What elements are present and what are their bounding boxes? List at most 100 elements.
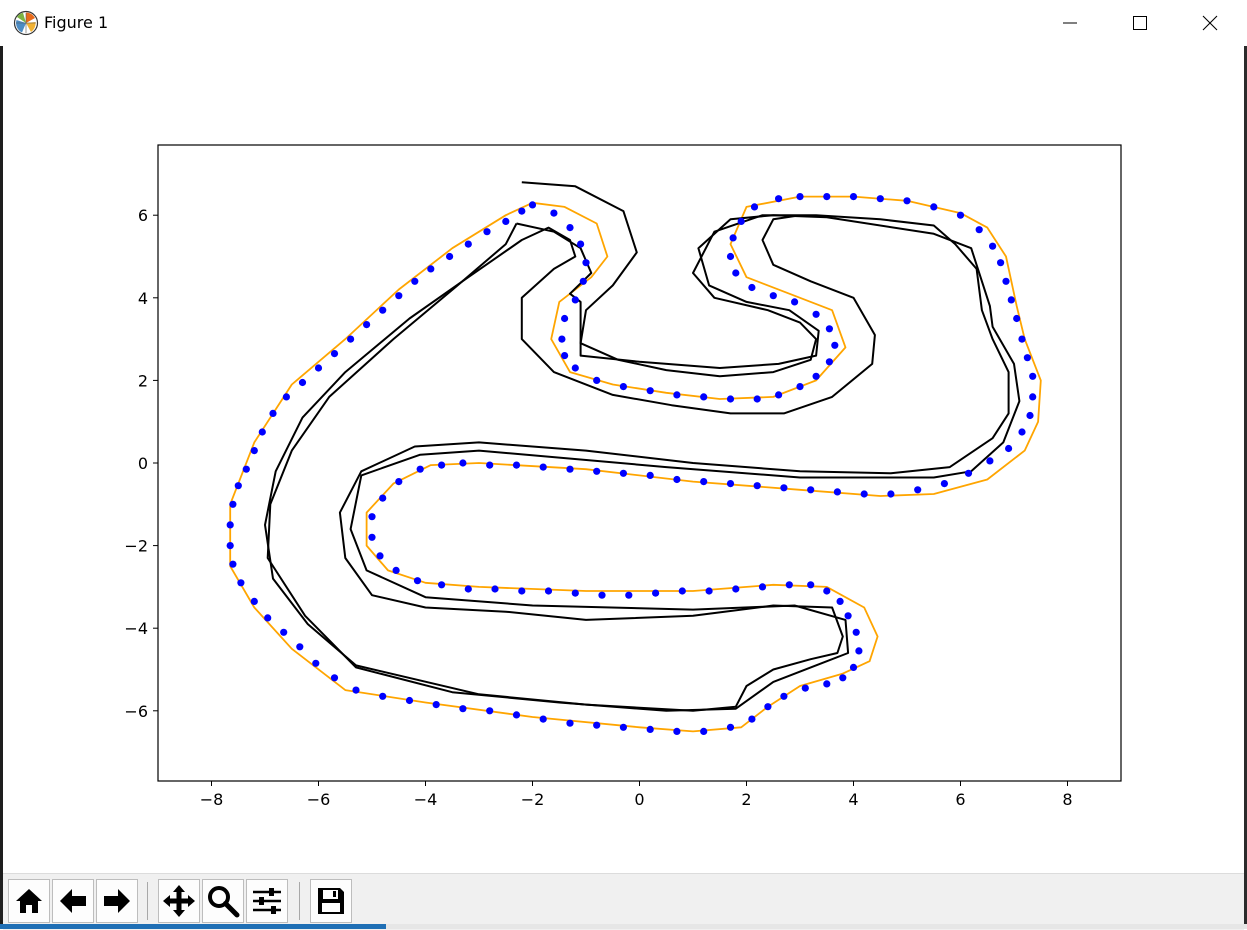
- waypoint-marker: [887, 490, 895, 498]
- x-tick-label: 6: [955, 790, 965, 809]
- waypoint-marker: [619, 469, 628, 477]
- forward-button[interactable]: [96, 879, 138, 923]
- waypoint-marker: [312, 659, 320, 667]
- waypoint-marker: [582, 259, 590, 267]
- waypoint-marker: [801, 684, 809, 692]
- waypoint-marker: [544, 587, 553, 595]
- waypoint-marker: [550, 209, 558, 217]
- waypoint-marker: [379, 494, 387, 502]
- minimize-button[interactable]: [1035, 0, 1105, 46]
- waypoint-marker: [363, 321, 371, 329]
- back-button[interactable]: [52, 879, 94, 923]
- waypoint-marker: [411, 277, 419, 285]
- waypoint-marker: [593, 721, 601, 729]
- minimize-icon: [1063, 22, 1077, 24]
- waypoint-marker: [825, 358, 834, 366]
- x-tick-label: −2: [521, 790, 545, 809]
- configure-subplots-button[interactable]: [246, 879, 288, 923]
- toolbar-separator: [147, 882, 148, 920]
- waypoint-marker: [438, 461, 446, 469]
- waypoint-marker: [416, 465, 424, 473]
- track-plot: −8 −6 −4 −2 0 2 4 6 8 −6 −4 −2 0 2 4 6: [124, 144, 1122, 809]
- waypoint-marker: [528, 201, 537, 209]
- background-window-edge: [0, 924, 386, 929]
- waypoint-marker: [566, 224, 574, 232]
- waypoint-marker: [807, 581, 815, 589]
- waypoint-marker: [512, 711, 521, 719]
- waypoint-marker: [956, 211, 965, 219]
- zoom-button[interactable]: [202, 879, 244, 923]
- waypoint-marker: [491, 585, 499, 593]
- waypoint-marker: [791, 298, 799, 306]
- waypoint-marker: [975, 226, 983, 234]
- waypoint-marker: [986, 457, 994, 465]
- waypoint-marker: [796, 193, 804, 201]
- waypoint-marker: [264, 614, 272, 622]
- home-icon: [16, 889, 42, 913]
- y-tick-label: 6: [138, 206, 148, 225]
- waypoint-marker: [395, 292, 403, 300]
- waypoint-marker: [678, 587, 686, 595]
- waypoint-marker: [579, 277, 587, 285]
- plot-area: [158, 145, 1121, 781]
- waypoint-marker: [625, 591, 633, 599]
- waypoint-marker: [1018, 335, 1026, 343]
- waypoint-marker: [577, 240, 585, 248]
- waypoint-marker: [1023, 354, 1031, 362]
- background-window-edge: [1244, 46, 1247, 929]
- waypoint-marker: [646, 725, 654, 734]
- maximize-icon: [1133, 16, 1147, 30]
- waypoint-marker: [785, 581, 793, 589]
- waypoint-marker: [226, 521, 234, 529]
- waypoint-marker: [250, 447, 258, 455]
- pan-button[interactable]: [158, 879, 200, 923]
- magnifier-icon: [208, 886, 240, 918]
- waypoint-marker: [566, 465, 574, 473]
- waypoint-marker: [558, 335, 566, 343]
- waypoint-marker: [876, 195, 884, 203]
- close-button[interactable]: [1175, 0, 1245, 46]
- waypoint-marker: [823, 680, 831, 688]
- y-axis: −6 −4 −2 0 2 4 6: [124, 206, 158, 721]
- title-bar[interactable]: Figure 1: [0, 0, 1247, 46]
- waypoint-marker: [1029, 393, 1037, 401]
- maximize-button[interactable]: [1105, 0, 1175, 46]
- y-tick-label: 4: [138, 289, 148, 308]
- waypoint-marker: [775, 195, 783, 203]
- waypoint-marker: [438, 581, 446, 589]
- background-window-edge: [0, 46, 3, 929]
- waypoint-marker: [464, 240, 472, 248]
- waypoint-marker: [598, 591, 606, 599]
- waypoint-marker: [729, 234, 737, 242]
- waypoint-marker: [700, 393, 708, 401]
- waypoint-marker: [432, 701, 440, 709]
- waypoint-marker: [737, 217, 745, 225]
- waypoint-marker: [571, 296, 579, 304]
- waypoint-marker: [1013, 314, 1021, 323]
- x-tick-label: 2: [741, 790, 751, 809]
- save-button[interactable]: [310, 879, 352, 923]
- waypoint-marker: [347, 335, 355, 343]
- x-tick-label: −6: [307, 790, 331, 809]
- y-tick-label: 2: [138, 371, 148, 390]
- waypoint-marker: [379, 306, 387, 314]
- waypoint-marker: [796, 383, 804, 391]
- waypoint-marker: [571, 364, 579, 372]
- waypoint-marker: [571, 589, 579, 597]
- waypoint-marker: [539, 715, 547, 723]
- toolbar-separator: [299, 882, 300, 920]
- waypoint-marker: [1029, 372, 1037, 380]
- move-icon: [163, 885, 195, 917]
- sliders-icon: [253, 888, 281, 914]
- x-tick-label: −8: [200, 790, 224, 809]
- waypoint-marker: [298, 378, 307, 387]
- waypoint-marker: [855, 647, 863, 655]
- waypoint-marker: [518, 207, 526, 215]
- waypoint-marker: [852, 628, 860, 636]
- waypoint-marker: [964, 469, 973, 477]
- x-tick-label: 0: [634, 790, 644, 809]
- waypoint-marker: [459, 705, 467, 713]
- waypoint-marker: [646, 387, 654, 395]
- figure-canvas[interactable]: −8 −6 −4 −2 0 2 4 6 8 −6 −4 −2 0 2 4 6: [3, 46, 1244, 873]
- home-button[interactable]: [8, 879, 50, 923]
